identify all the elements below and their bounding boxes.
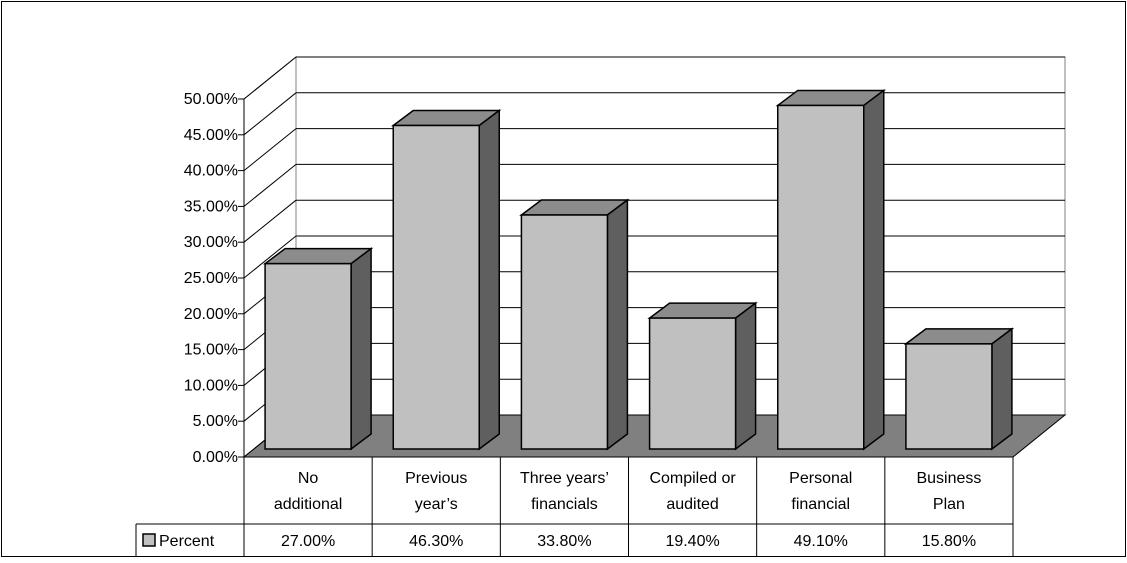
x-tick-label: financial — [791, 496, 850, 513]
bar-side — [478, 108, 500, 451]
y-tick-label: 35.00% — [184, 198, 238, 215]
bar-1 — [262, 247, 374, 451]
bar-side — [863, 88, 885, 451]
x-tick-label: year’s — [415, 496, 458, 513]
gridline-side — [243, 235, 297, 279]
data-label: 46.30% — [409, 533, 463, 550]
y-tick-label: 20.00% — [184, 306, 238, 323]
bar-side — [350, 247, 372, 451]
bar-4 — [647, 301, 758, 451]
bar-6 — [903, 327, 1015, 451]
y-tick-label: 5.00% — [193, 413, 238, 430]
data-label: 49.10% — [794, 533, 848, 550]
x-tick-label: Personal — [789, 470, 852, 487]
gridline-side — [243, 56, 297, 100]
x-tick-label: Business — [916, 470, 981, 487]
data-label: 33.80% — [537, 533, 591, 550]
legend-label: Percent — [159, 533, 215, 550]
bar-front — [777, 104, 865, 450]
y-tick-label: 15.00% — [184, 342, 238, 359]
x-tick-label: Compiled or — [649, 470, 736, 487]
gridline-side — [243, 92, 297, 136]
y-tick-label: 0.00% — [193, 449, 238, 466]
data-label: 19.40% — [665, 533, 719, 550]
bar-front — [520, 214, 609, 450]
data-label: 27.00% — [281, 533, 335, 550]
bar-front — [648, 317, 737, 450]
bar-side — [734, 301, 757, 451]
y-tick-label: 25.00% — [184, 270, 238, 287]
x-tick-label: Previous — [405, 470, 467, 487]
y-tick-label: 50.00% — [184, 91, 238, 108]
x-tick-label: No — [298, 470, 319, 487]
y-tick-label: 40.00% — [184, 163, 238, 180]
x-tick-label: audited — [666, 496, 719, 513]
y-tick-label: 45.00% — [184, 127, 238, 144]
x-tick-label: Plan — [933, 496, 965, 513]
bar-front — [392, 124, 480, 450]
gridline-side — [243, 199, 297, 243]
bar-side — [991, 327, 1013, 451]
gridline-side — [243, 128, 297, 171]
bar-side — [606, 198, 629, 451]
bar-front — [264, 262, 352, 450]
legend-swatch — [142, 533, 156, 547]
data-label: 15.80% — [922, 533, 976, 550]
gridline-side — [243, 164, 297, 207]
bar-front — [905, 343, 993, 450]
x-tick-label: additional — [274, 496, 343, 513]
bar-5 — [775, 88, 886, 451]
y-tick-label: 30.00% — [184, 234, 238, 251]
x-tick-label: financials — [531, 496, 598, 513]
x-tick-label: Three years’ — [520, 470, 609, 487]
bar-2 — [391, 108, 502, 451]
bar-3 — [519, 198, 630, 451]
y-tick-label: 10.00% — [184, 377, 238, 394]
